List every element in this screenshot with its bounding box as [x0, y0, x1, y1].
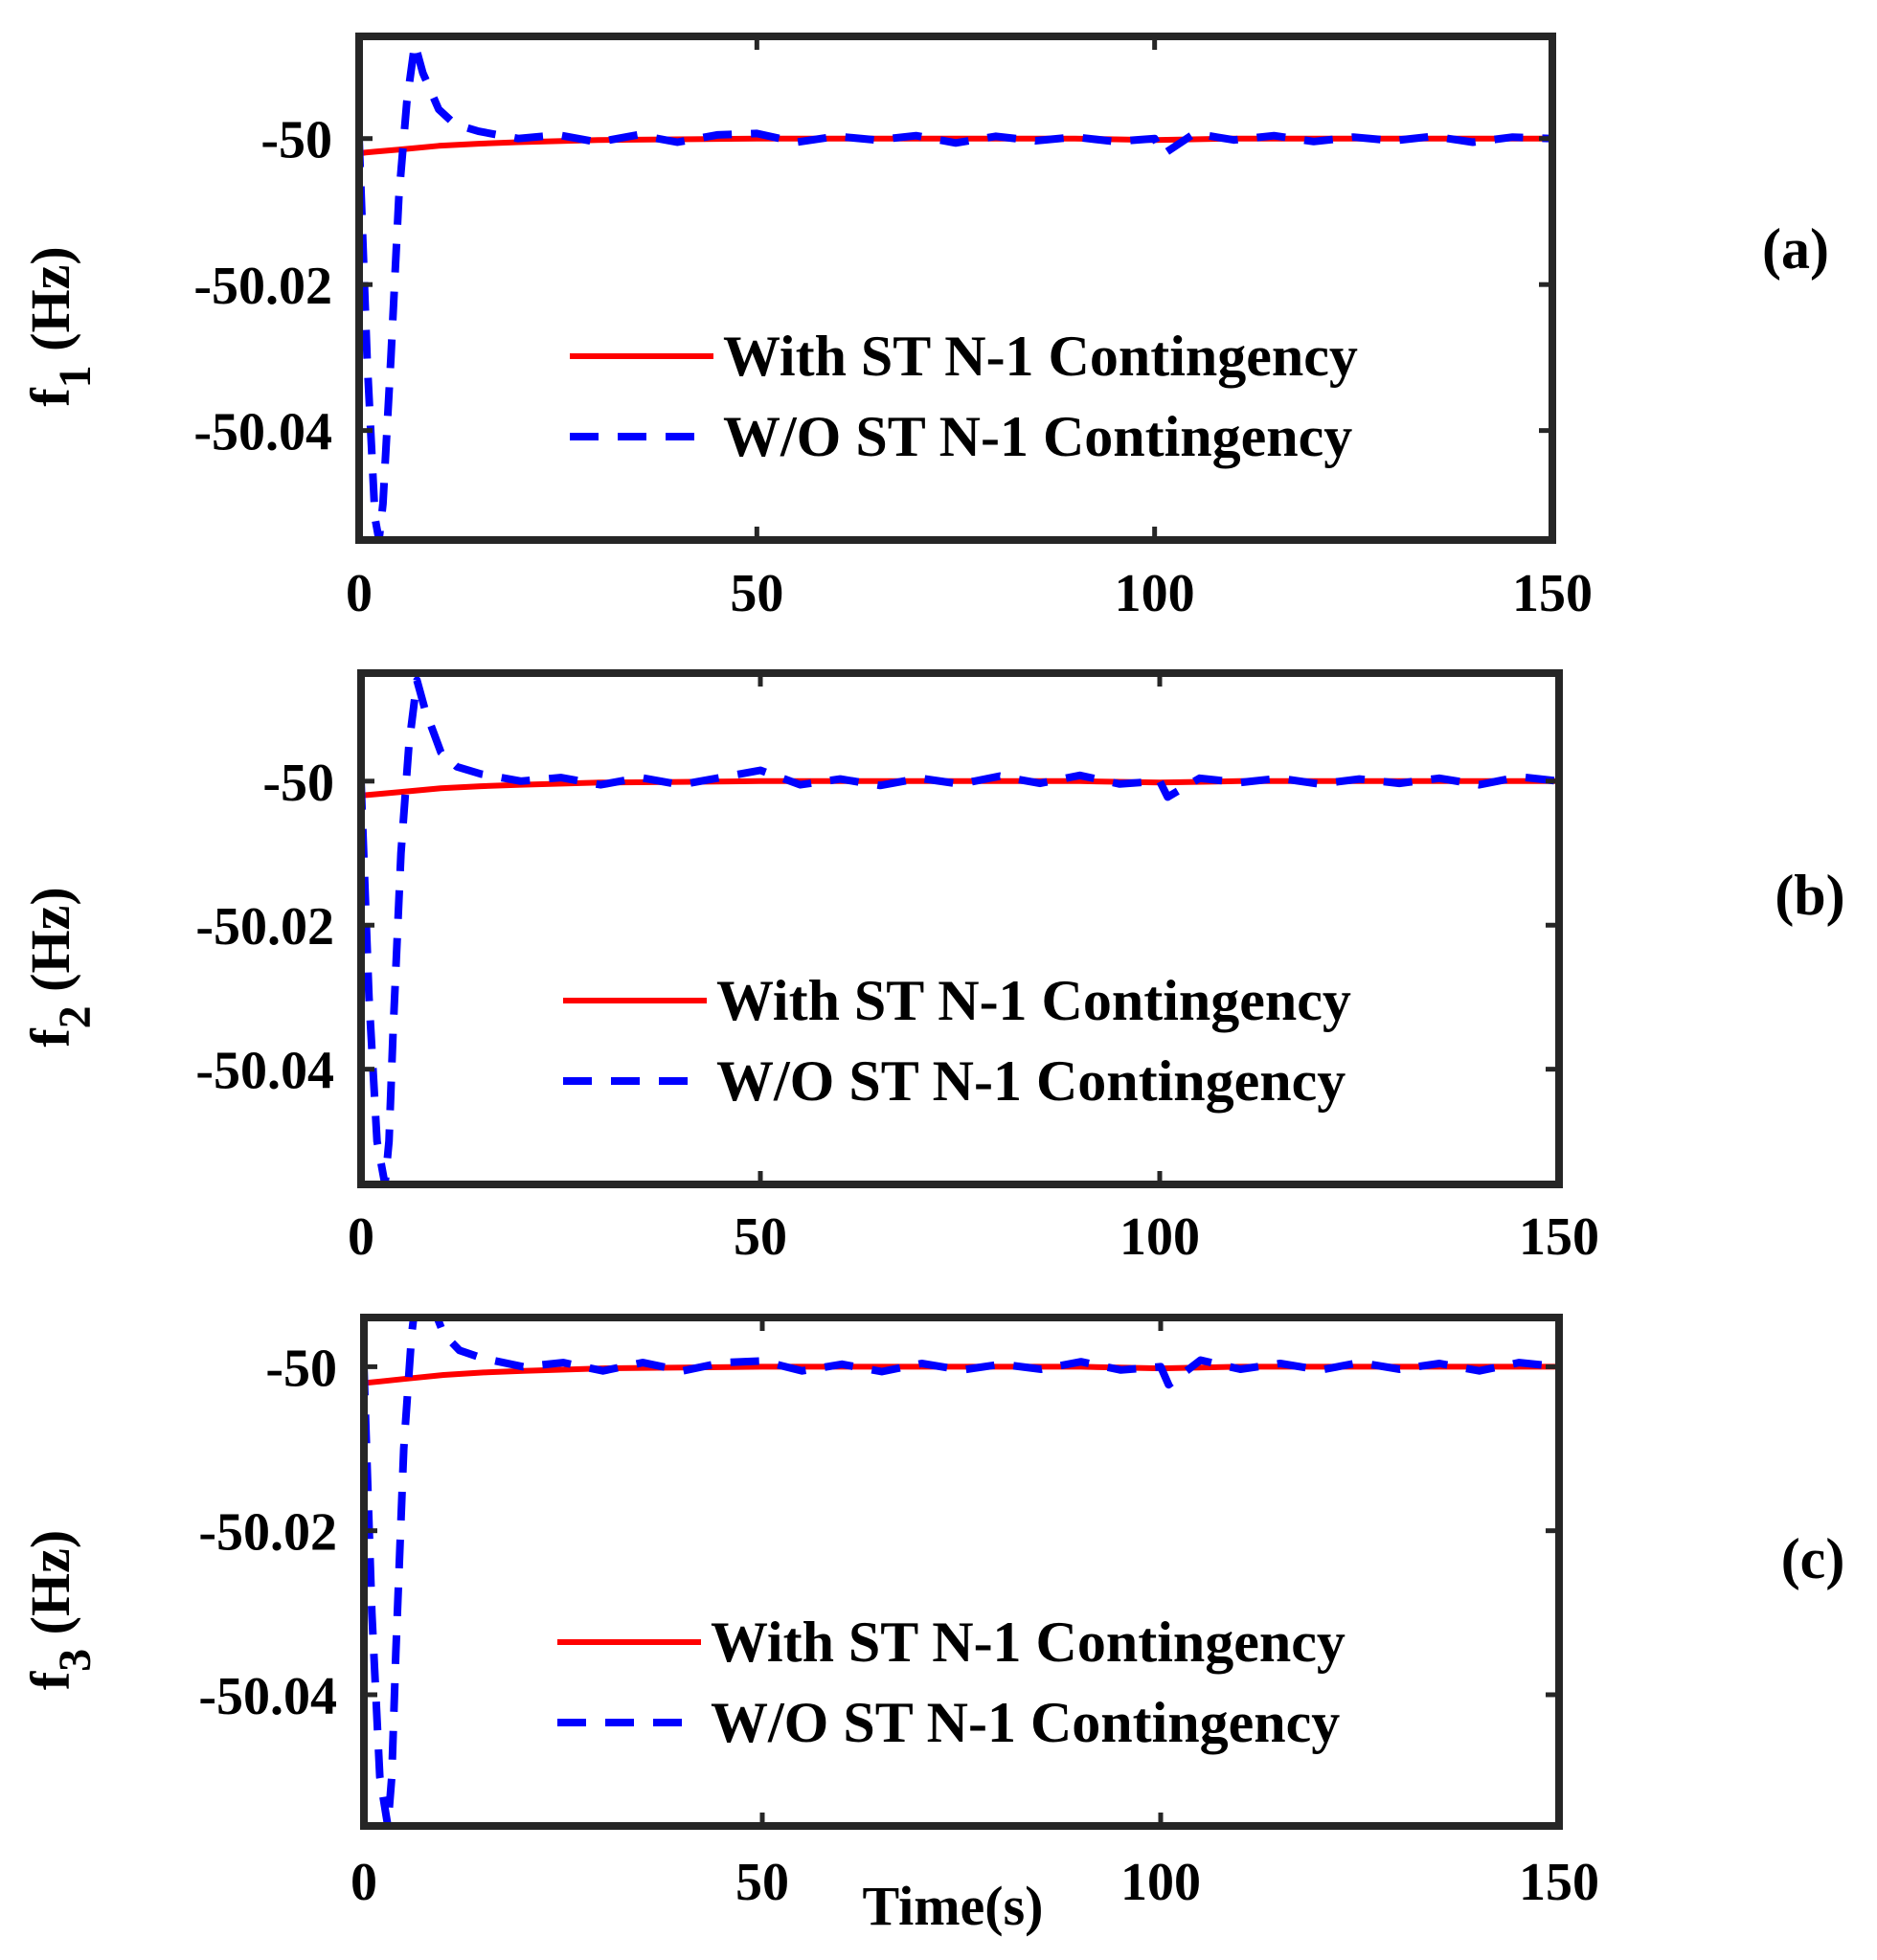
series-line-without-st [364, 1318, 1559, 1826]
series-line-without-st [361, 676, 1559, 1184]
panel-2: 0 50 100 150 -50 -50.02 -50.04 With ST N-1 Cont… [19, 669, 1845, 1267]
y-tick-label: -50 [260, 111, 332, 170]
y-axis-label-subscript: 1 [50, 365, 101, 388]
y-tick-label: -50.04 [198, 1667, 337, 1726]
legend-label: With ST N-1 Contingency [723, 325, 1358, 388]
x-tick-label: 150 [1519, 1207, 1599, 1267]
y-axis-label-unit: (Hz) [19, 887, 81, 1005]
y-axis-label-subscript: 3 [50, 1649, 101, 1672]
axes-frame [357, 669, 1563, 1188]
x-tick-label: 100 [1119, 1207, 1200, 1267]
y-tick-label: -50.02 [193, 257, 332, 316]
panel-1: 0 50 100 150 -50 -50.02 -50.04 With ST N-1 Cont… [19, 33, 1829, 623]
panel-label: (c) [1781, 1527, 1845, 1590]
x-tick-label: 50 [735, 1853, 789, 1912]
y-tick-label: -50 [262, 754, 334, 813]
panel-label: (a) [1762, 217, 1829, 281]
y-axis-label-base: f [19, 1028, 81, 1048]
legend-label: W/O ST N-1 Contingency [716, 1049, 1346, 1113]
legend-label: With ST N-1 Contingency [711, 1611, 1346, 1674]
x-tick-label: 100 [1115, 564, 1195, 623]
y-axis-label: f2 (Hz) [19, 887, 101, 1047]
axes-frame [360, 1314, 1563, 1830]
y-tick-label: -50 [265, 1339, 337, 1398]
panel-3: 0 50 100 150 -50 -50.02 -50.04 With ST N-1 Cont… [19, 1314, 1845, 1937]
y-axis-label: f1 (Hz) [19, 246, 101, 406]
y-axis-label-subscript: 2 [50, 1005, 101, 1028]
plot-area [364, 1318, 1559, 1826]
y-axis-label-base: f [19, 1671, 81, 1690]
x-tick-label: 50 [734, 1207, 787, 1267]
legend-label: W/O ST N-1 Contingency [711, 1691, 1340, 1754]
x-tick-label: 150 [1512, 564, 1593, 623]
y-tick-label: -50.04 [193, 403, 332, 462]
y-axis-label-base: f [19, 388, 81, 407]
x-tick-label: 50 [730, 564, 783, 623]
x-tick-label: 150 [1519, 1853, 1599, 1912]
panel-label: (b) [1775, 864, 1844, 927]
legend-label: With ST N-1 Contingency [716, 969, 1351, 1032]
plot-area [361, 673, 1559, 1184]
x-tick-label: 0 [346, 564, 373, 623]
y-tick-label: -50.04 [195, 1042, 334, 1101]
y-axis-label-unit: (Hz) [19, 246, 81, 365]
plot-area [359, 36, 1552, 540]
x-tick-label: 0 [351, 1853, 377, 1912]
legend-label: W/O ST N-1 Contingency [723, 405, 1352, 468]
x-tick-label: 0 [348, 1207, 374, 1267]
y-axis-label: f3 (Hz) [19, 1530, 101, 1690]
y-tick-label: -50.02 [198, 1503, 337, 1563]
y-axis-label-unit: (Hz) [19, 1530, 81, 1649]
axes-frame [355, 33, 1556, 544]
x-axis-label: Time(s) [862, 1875, 1043, 1937]
x-tick-label: 100 [1120, 1853, 1201, 1912]
y-tick-label: -50.02 [195, 897, 334, 957]
